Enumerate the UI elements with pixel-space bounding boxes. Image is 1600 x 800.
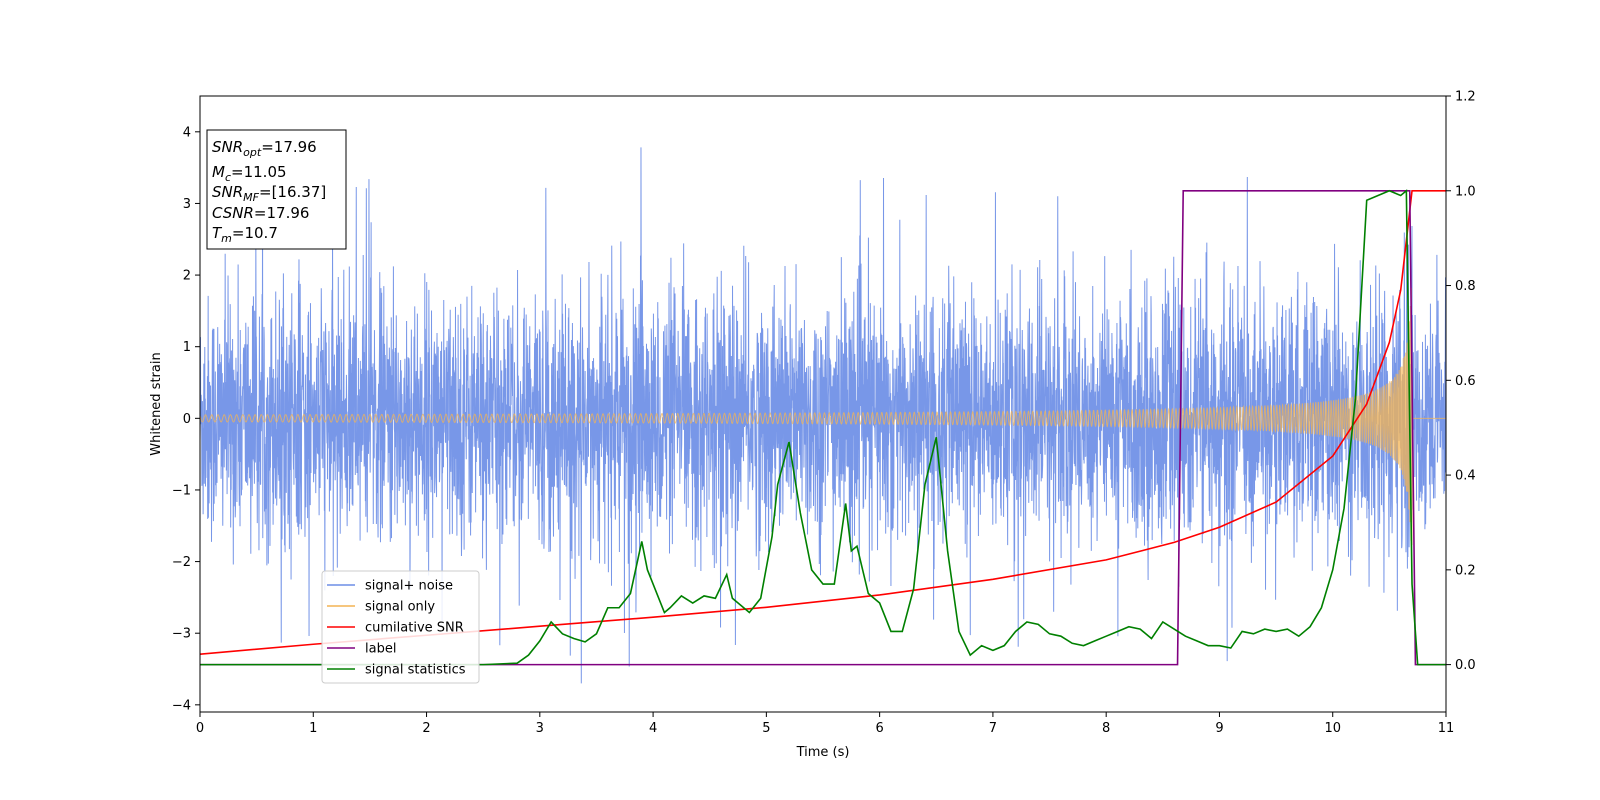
x-axis-label: Time (s) [796, 745, 850, 760]
legend-label: label [365, 642, 396, 657]
x-tick-label: 7 [989, 721, 997, 736]
info-box-line: Mc=11.05 [212, 163, 287, 184]
info-box-line: SNRMF=[16.37] [212, 183, 326, 204]
info-box: SNRopt=17.96 Mc=11.05SNRMF=[16.37]CSNR=17… [206, 129, 347, 250]
y-axis-right-ticks: 0.0 0.2 0.4 0.6 0.8 1.0 1.2 [1446, 90, 1476, 673]
x-tick-label: 6 [875, 721, 883, 736]
y-left-tick-label: −4 [172, 698, 191, 713]
info-box-line: SNRopt=17.96 [212, 138, 317, 159]
y-axis-left-label: Whitened strain [149, 352, 164, 455]
axes-frame [199, 95, 1447, 713]
x-tick-label: 11 [1438, 721, 1455, 736]
legend-label: signal only [365, 600, 435, 615]
x-tick-label: 1 [309, 721, 317, 736]
y-left-tick-label: −1 [172, 483, 191, 498]
series-layer [200, 147, 1446, 684]
y-left-tick-label: 4 [183, 125, 191, 140]
x-tick-label: 5 [762, 721, 770, 736]
y-right-tick-label: 1.0 [1455, 184, 1476, 199]
series-signal-noise [200, 147, 1446, 684]
y-left-tick-label: 2 [183, 269, 191, 284]
legend-frame [321, 570, 480, 684]
info-box-line: CSNR=17.96 [212, 204, 309, 222]
y-left-tick-label: −3 [172, 627, 191, 642]
legend-label: signal+ noise [365, 579, 453, 594]
y-right-tick-label: 0.4 [1455, 469, 1476, 484]
series-signal-only [200, 287, 1446, 546]
x-tick-label: 10 [1324, 721, 1341, 736]
y-left-tick-label: 0 [183, 412, 191, 427]
y-right-tick-label: 0.0 [1455, 658, 1476, 673]
info-box-line: Tm=10.7 [212, 224, 278, 245]
x-tick-label: 8 [1102, 721, 1110, 736]
y-right-tick-label: 1.2 [1455, 90, 1476, 105]
x-tick-label: 2 [422, 721, 430, 736]
y-left-tick-label: 3 [183, 197, 191, 212]
x-tick-label: 4 [649, 721, 657, 736]
y-right-tick-label: 0.8 [1455, 279, 1476, 294]
y-left-tick-label: 1 [183, 340, 191, 355]
x-axis-ticks: 0 1 2 3 4 5 6 7 8 9 10 11 [196, 712, 1454, 736]
info-box-frame [206, 129, 347, 250]
y-axis-left-ticks: −4 −3 −2 −1 0 1 2 3 4 [172, 125, 200, 713]
series-signal-statistics [200, 189, 1446, 666]
x-tick-label: 0 [196, 721, 204, 736]
y-right-tick-label: 0.2 [1455, 563, 1476, 578]
y-right-tick-label: 0.6 [1455, 374, 1476, 389]
y-left-tick-label: −2 [172, 555, 191, 570]
series-cumulative-snr [200, 189, 1446, 655]
x-tick-label: 9 [1215, 721, 1223, 736]
legend-label: signal statistics [365, 663, 466, 678]
legend-label: cumilative SNR [365, 621, 464, 636]
x-tick-label: 3 [536, 721, 544, 736]
legend: signal+ noise signal only cumilative SNR la… [321, 570, 480, 684]
